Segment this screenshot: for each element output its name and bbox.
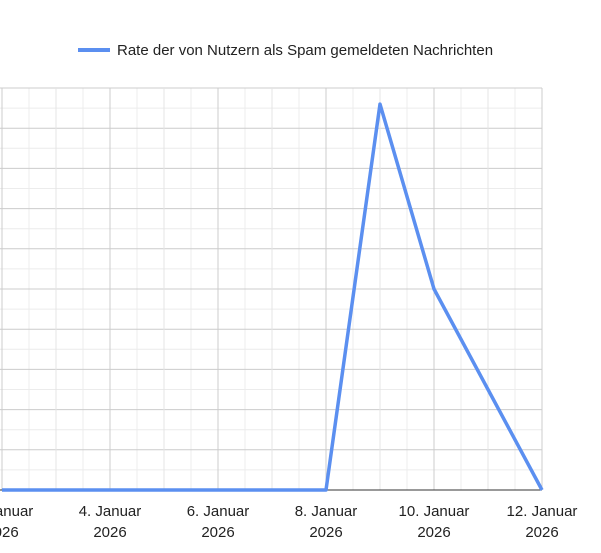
x-tick-label: 8. Januar 2026 [295, 503, 358, 541]
legend-label: Rate der von Nutzern als Spam gemeldeten… [117, 42, 493, 59]
x-tick-label: 4. Januar 2026 [79, 503, 142, 541]
series-line [2, 102, 544, 492]
x-tick-label: 12. Januar 2026 [507, 503, 578, 541]
x-tick-label: 6. Januar 2026 [187, 503, 250, 541]
x-tick-label: 10. Januar 2026 [399, 503, 470, 541]
